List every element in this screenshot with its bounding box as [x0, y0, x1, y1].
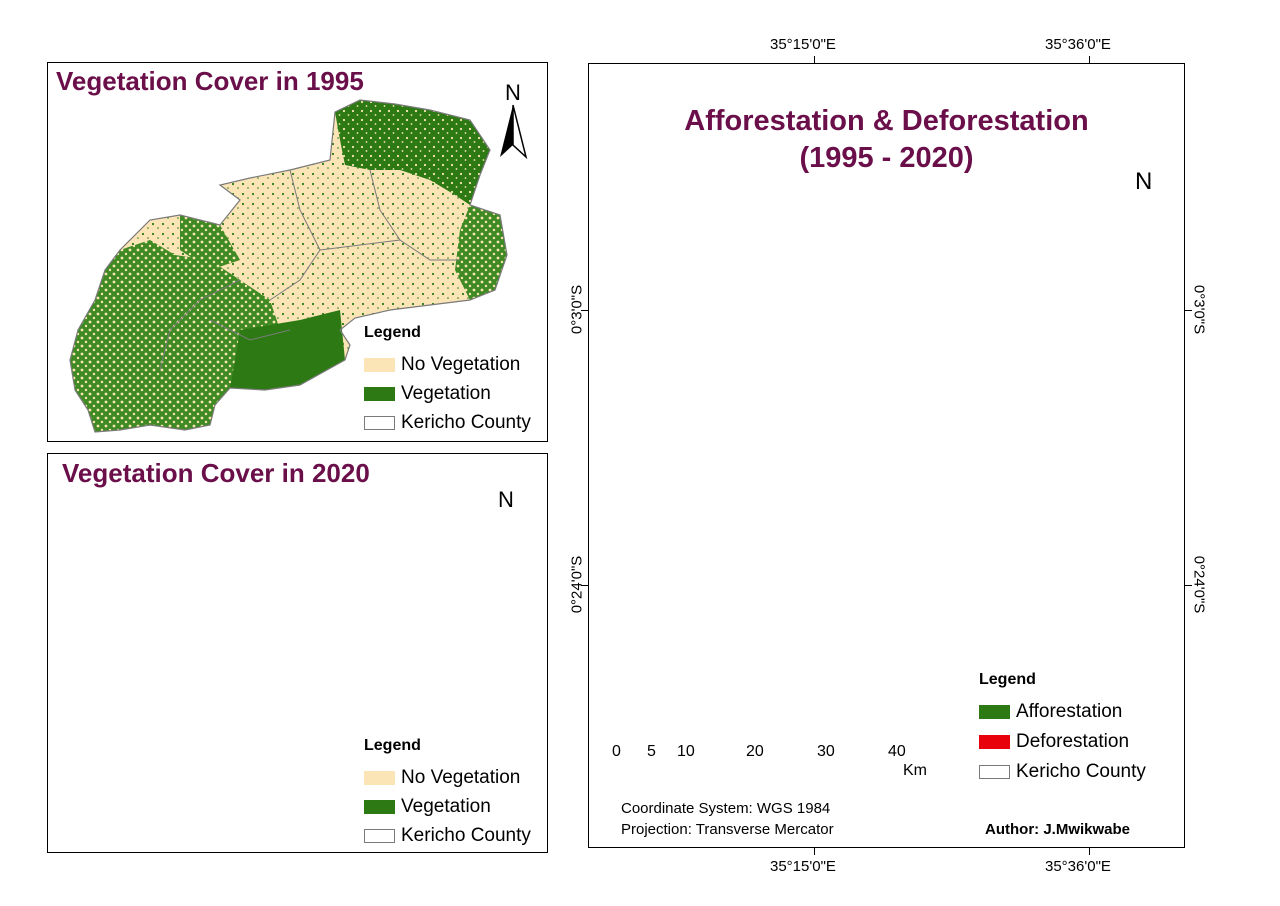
legend-item-county: Kericho County [979, 757, 1146, 787]
map-panel-change [588, 63, 1185, 848]
legend-label: Kericho County [401, 411, 531, 433]
legend-heading: Legend [364, 737, 421, 754]
legend-label: Kericho County [1016, 761, 1146, 782]
legend-swatch [979, 735, 1010, 749]
legend-label: No Vegetation [401, 766, 521, 788]
legend-label: Kericho County [401, 824, 531, 846]
scale-label: 10 [677, 743, 695, 760]
north-label-1995: N [505, 80, 521, 105]
legend-item-no-vegetation: No Vegetation [364, 350, 531, 379]
north-label-change: N [1135, 168, 1153, 195]
map-title-change-line2: (1995 - 2020) [799, 142, 974, 174]
scale-unit: Km [903, 762, 927, 779]
graticule-tick [814, 848, 815, 855]
map-title-2020: Vegetation Cover in 2020 [62, 458, 370, 488]
legend-swatch [364, 770, 395, 785]
graticule-bottom-label: 35°36'0"E [1045, 858, 1111, 875]
graticule-bottom-label: 35°15'0"E [770, 858, 836, 875]
legend-label: Vegetation [401, 382, 491, 404]
scale-label: 20 [746, 743, 764, 760]
legend-swatch [979, 765, 1010, 779]
legend-2020: Legend No Vegetation Vegetation Kericho … [364, 737, 531, 850]
legend-label: Deforestation [1016, 731, 1130, 752]
graticule-top-label: 35°36'0"E [1045, 36, 1111, 53]
author-note: Author: J.Mwikwabe [985, 821, 1131, 838]
map-panel-2020 [47, 453, 548, 853]
scale-label: 5 [647, 743, 656, 760]
graticule-tick [1185, 585, 1192, 586]
graticule-tick [814, 56, 815, 63]
graticule-tick [1185, 310, 1192, 311]
legend-label: Vegetation [401, 795, 491, 817]
graticule-top-label: 35°15'0"E [770, 36, 836, 53]
legend-swatch [364, 828, 395, 843]
graticule-tick [581, 585, 588, 586]
legend-item-afforestation: Afforestation [979, 697, 1146, 727]
coordinate-system-note: Coordinate System: WGS 1984 [621, 800, 831, 817]
legend-swatch [364, 357, 395, 372]
legend-item-vegetation: Vegetation [364, 792, 531, 821]
legend-swatch [364, 415, 395, 430]
legend-swatch [364, 799, 395, 814]
map-title-change-line1: Afforestation & Deforestation [684, 105, 1089, 137]
legend-label: No Vegetation [401, 353, 521, 375]
legend-item-deforestation: Deforestation [979, 727, 1146, 757]
graticule-right-label: 0°3'0"S [1190, 284, 1208, 335]
scale-label: 30 [817, 743, 835, 760]
legend-change: Legend Afforestation Deforestation Keric… [979, 671, 1146, 787]
legend-item-vegetation: Vegetation [364, 379, 531, 408]
graticule-tick [581, 310, 588, 311]
legend-heading: Legend [364, 324, 421, 341]
legend-swatch [979, 705, 1010, 719]
scale-label: 40 [888, 743, 906, 760]
legend-heading: Legend [979, 671, 1036, 688]
map-title-1995: Vegetation Cover in 1995 [56, 66, 364, 96]
scale-label: 0 [612, 743, 621, 760]
legend-swatch [364, 386, 395, 401]
legend-item-county: Kericho County [364, 408, 531, 437]
legend-item-no-vegetation: No Vegetation [364, 763, 531, 792]
projection-note: Projection: Transverse Mercator [621, 821, 834, 838]
north-label-2020: N [498, 487, 514, 512]
graticule-tick [1089, 56, 1090, 63]
legend-label: Afforestation [1016, 701, 1123, 722]
legend-1995: Legend No Vegetation Vegetation Kericho … [364, 324, 531, 437]
graticule-tick [1089, 848, 1090, 855]
legend-item-county: Kericho County [364, 821, 531, 850]
graticule-right-label: 0°24'0"S [1190, 555, 1208, 614]
